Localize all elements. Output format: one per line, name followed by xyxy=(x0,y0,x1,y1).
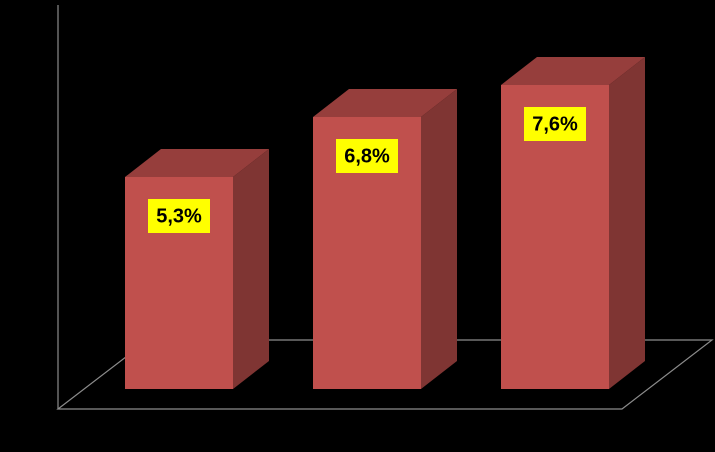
value-label-box xyxy=(336,139,398,173)
bar-top xyxy=(313,89,457,117)
value-label-box xyxy=(148,199,210,233)
value-label: 7,6% xyxy=(532,113,578,135)
axes-frame xyxy=(56,5,714,410)
bar-side xyxy=(421,89,457,389)
value-label-box xyxy=(524,107,586,141)
floor xyxy=(56,339,714,410)
value-label: 6,8% xyxy=(344,145,390,167)
bar-top xyxy=(501,57,645,85)
bar-side xyxy=(609,57,645,389)
bar-side xyxy=(233,149,269,389)
bar-top xyxy=(125,149,269,177)
value-label: 5,3% xyxy=(156,205,202,227)
